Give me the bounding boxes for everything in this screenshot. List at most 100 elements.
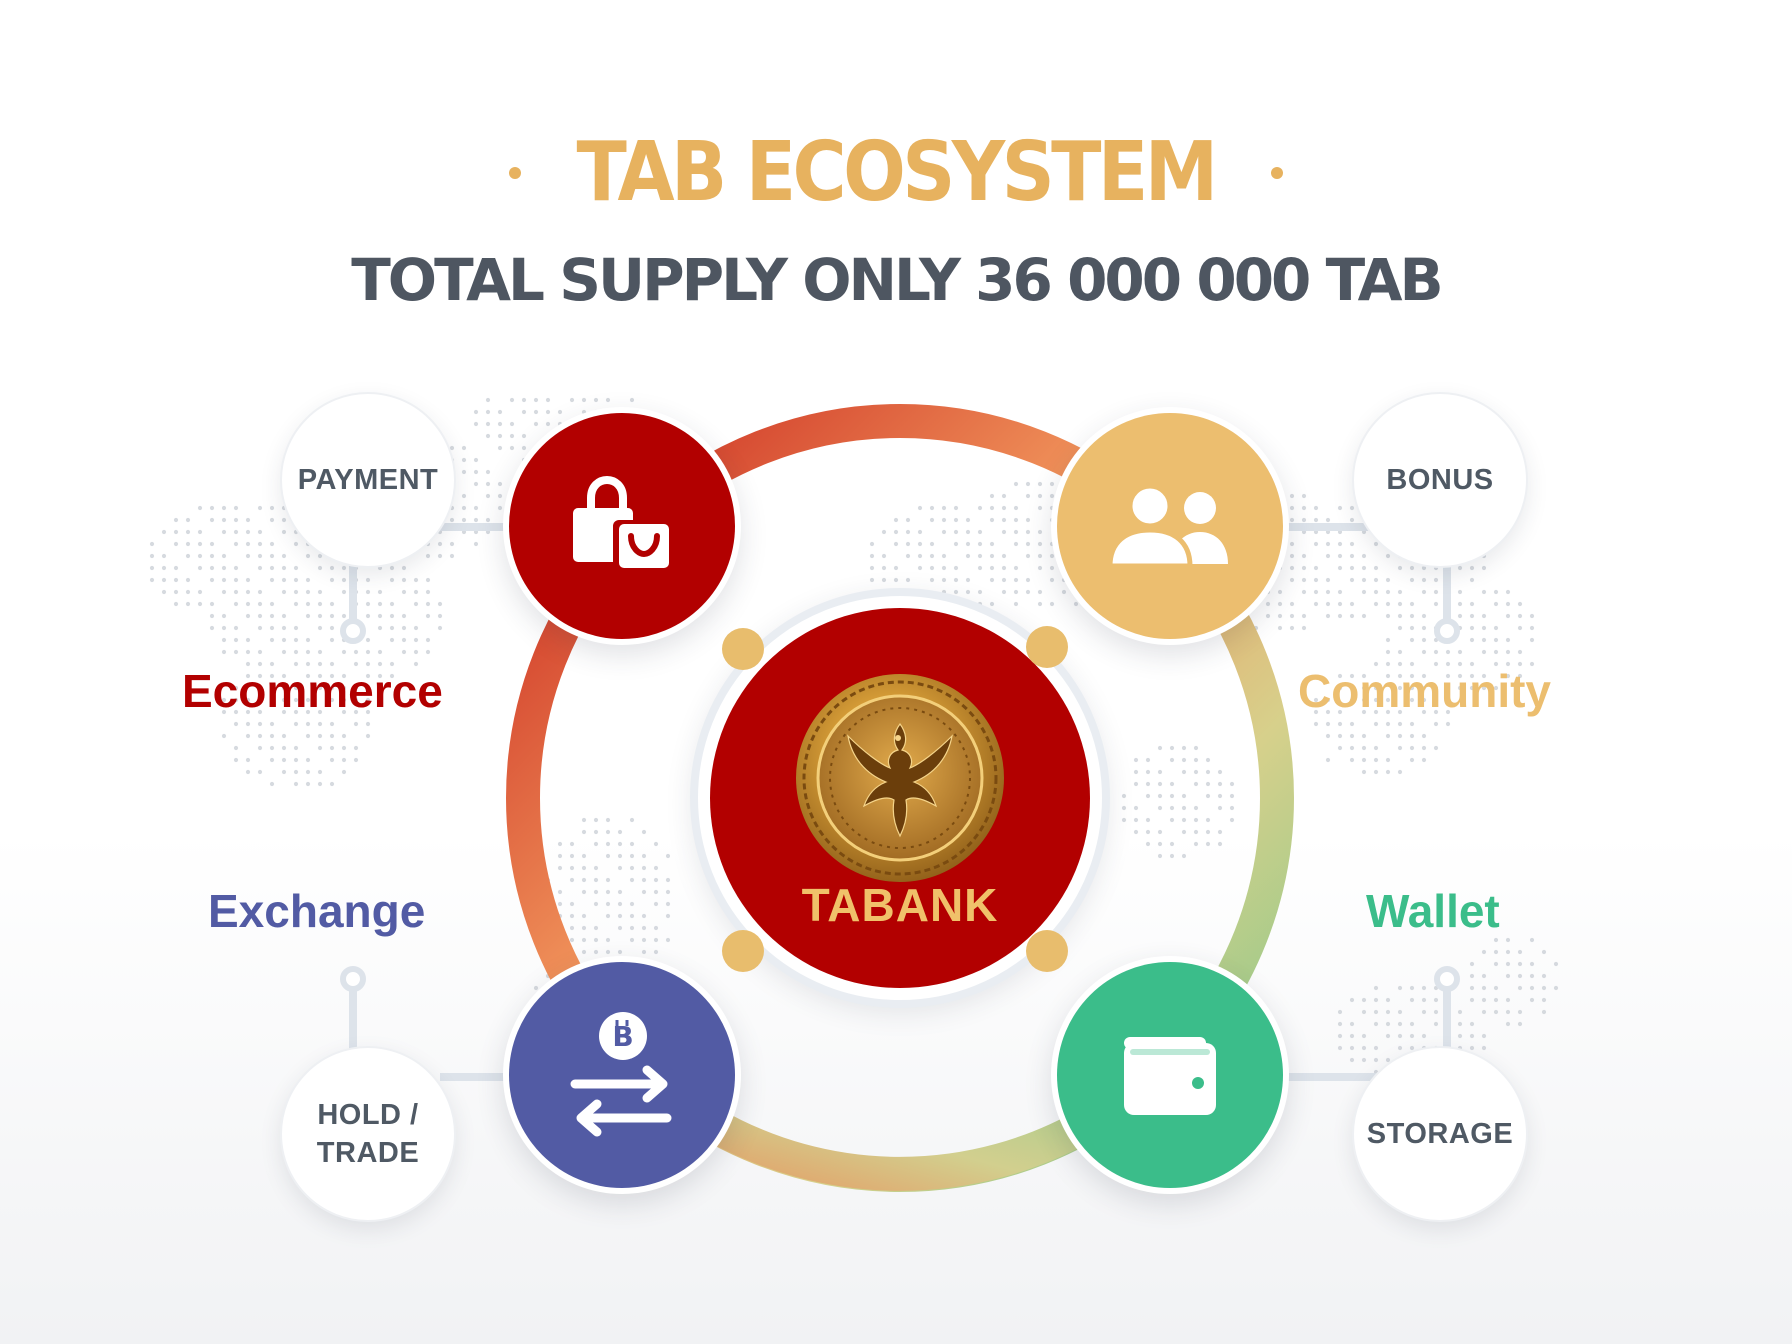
- map-dot: [1349, 1045, 1355, 1051]
- map-dot: [1529, 625, 1535, 631]
- map-dot: [1001, 553, 1007, 559]
- map-dot: [293, 565, 299, 571]
- map-dot: [497, 433, 503, 439]
- map-dot: [557, 409, 563, 415]
- map-dot: [1157, 793, 1163, 799]
- map-dot: [317, 769, 323, 775]
- connector-dot-storage: [1434, 966, 1460, 992]
- map-dot: [1157, 805, 1163, 811]
- map-dot: [1385, 721, 1391, 727]
- connector-storage-h: [1266, 1073, 1376, 1081]
- map-dot: [233, 577, 239, 583]
- map-dot: [1301, 577, 1307, 583]
- map-dot: [221, 613, 227, 619]
- map-dot: [1481, 1045, 1487, 1051]
- map-dot: [401, 565, 407, 571]
- map-dot: [305, 697, 311, 703]
- map-dot: [473, 457, 479, 463]
- map-dot: [629, 841, 635, 847]
- map-dot: [1289, 553, 1295, 559]
- map-dot: [941, 553, 947, 559]
- map-dot: [533, 985, 539, 991]
- map-dot: [377, 625, 383, 631]
- map-dot: [269, 757, 275, 763]
- map-dot: [1349, 1057, 1355, 1063]
- map-dot: [293, 685, 299, 691]
- map-dot: [1025, 529, 1031, 535]
- map-dot: [1325, 589, 1331, 595]
- map-dot: [1517, 613, 1523, 619]
- map-dot: [1325, 721, 1331, 727]
- map-dot: [1493, 949, 1499, 955]
- map-dot: [257, 565, 263, 571]
- map-dot: [425, 601, 431, 607]
- map-dot: [629, 901, 635, 907]
- map-dot: [257, 505, 263, 511]
- map-dot: [1373, 985, 1379, 991]
- map-dot: [317, 601, 323, 607]
- map-dot: [1469, 685, 1475, 691]
- map-dot: [1457, 601, 1463, 607]
- map-dot: [1553, 985, 1559, 991]
- map-dot: [1193, 829, 1199, 835]
- map-dot: [1193, 769, 1199, 775]
- map-dot: [233, 565, 239, 571]
- map-dot: [1421, 745, 1427, 751]
- map-dot: [173, 565, 179, 571]
- map-dot: [869, 565, 875, 571]
- map-dot: [1313, 517, 1319, 523]
- connector-storage-v: [1443, 990, 1451, 1050]
- map-dot: [437, 553, 443, 559]
- map-dot: [1433, 997, 1439, 1003]
- map-dot: [1421, 673, 1427, 679]
- map-dot: [1361, 577, 1367, 583]
- map-dot: [917, 529, 923, 535]
- map-dot: [1457, 661, 1463, 667]
- map-dot: [1397, 721, 1403, 727]
- map-dot: [1325, 517, 1331, 523]
- map-dot: [1421, 709, 1427, 715]
- map-dot: [977, 541, 983, 547]
- map-dot: [1013, 589, 1019, 595]
- connector-payment-h: [420, 523, 540, 531]
- map-dot: [653, 901, 659, 907]
- map-dot: [257, 673, 263, 679]
- map-dot: [1505, 661, 1511, 667]
- map-dot: [1469, 673, 1475, 679]
- map-dot: [341, 577, 347, 583]
- map-dot: [269, 625, 275, 631]
- map-dot: [1517, 985, 1523, 991]
- map-dot: [1325, 757, 1331, 763]
- map-dot: [1037, 529, 1043, 535]
- map-dot: [293, 721, 299, 727]
- map-dot: [245, 721, 251, 727]
- map-dot: [1493, 685, 1499, 691]
- map-dot: [1001, 517, 1007, 523]
- map-dot: [365, 601, 371, 607]
- map-dot: [401, 637, 407, 643]
- map-dot: [341, 697, 347, 703]
- label-hold-line: HOLD /: [317, 1099, 419, 1131]
- connector-dot-payment: [340, 618, 366, 644]
- node-community-circle: [1057, 413, 1283, 639]
- map-dot: [257, 745, 263, 751]
- map-dot: [953, 505, 959, 511]
- map-dot: [605, 937, 611, 943]
- map-dot: [1169, 817, 1175, 823]
- map-dot: [329, 673, 335, 679]
- map-dot: [1409, 625, 1415, 631]
- map-dot: [665, 889, 671, 895]
- map-dot: [1325, 577, 1331, 583]
- svg-text:B: B: [612, 1020, 633, 1053]
- map-dot: [1313, 721, 1319, 727]
- map-dot: [1205, 829, 1211, 835]
- map-dot: [1457, 1021, 1463, 1027]
- map-dot: [341, 733, 347, 739]
- map-dot: [989, 553, 995, 559]
- map-dot: [1421, 625, 1427, 631]
- map-dot: [581, 949, 587, 955]
- map-dot: [1361, 673, 1367, 679]
- map-dot: [1373, 565, 1379, 571]
- map-dot: [1001, 565, 1007, 571]
- title-dot-left: [509, 167, 522, 179]
